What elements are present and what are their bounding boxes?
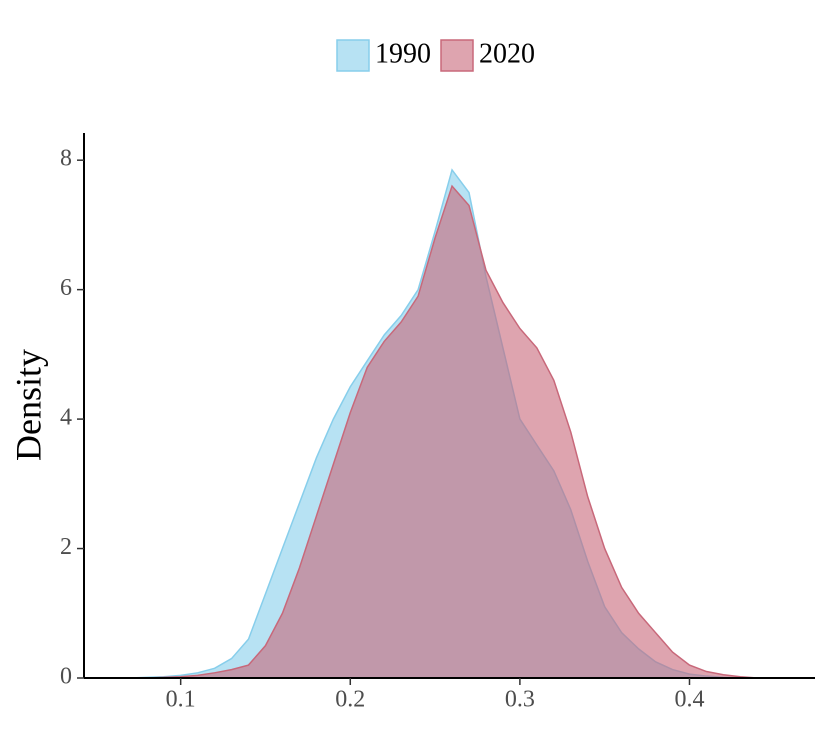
x-tick-label: 0.1	[166, 687, 196, 713]
y-tick-label: 2	[60, 534, 72, 560]
y-tick-label: 6	[60, 275, 72, 301]
legend-swatch	[440, 39, 474, 72]
x-tick-label: 0.2	[335, 687, 365, 713]
legend-label: 2020	[479, 38, 535, 69]
y-tick-label: 0	[60, 664, 72, 690]
legend-label: 1990	[375, 38, 431, 69]
y-tick-label: 8	[60, 146, 72, 172]
legend-swatch	[336, 39, 370, 72]
y-axis-label: Density	[8, 349, 48, 461]
x-tick-label: 0.3	[505, 687, 535, 713]
density-area	[112, 184, 758, 679]
y-tick-label: 4	[60, 405, 72, 431]
x-tick-label: 0.4	[674, 687, 704, 713]
